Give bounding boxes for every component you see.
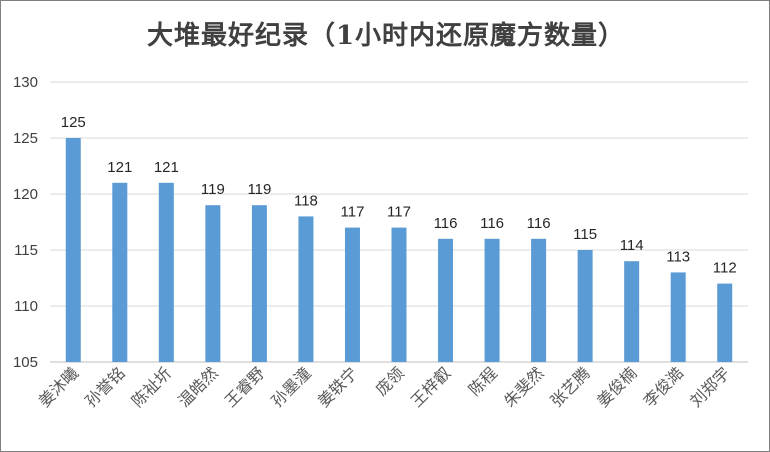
x-tick-label: 张艺腾 bbox=[547, 363, 594, 410]
bar bbox=[298, 216, 314, 362]
data-label: 116 bbox=[480, 215, 504, 232]
bar bbox=[438, 238, 454, 362]
bar bbox=[344, 227, 360, 362]
data-label: 125 bbox=[61, 114, 86, 131]
bar bbox=[112, 182, 128, 362]
x-tick-label: 庞领 bbox=[372, 363, 408, 399]
data-label: 117 bbox=[341, 204, 365, 221]
bar bbox=[531, 238, 547, 362]
data-label: 118 bbox=[294, 192, 318, 209]
data-label: 121 bbox=[107, 159, 132, 176]
x-tick-label: 朱斐然 bbox=[500, 363, 547, 410]
y-tick-label: 125 bbox=[13, 130, 38, 147]
bar bbox=[251, 205, 267, 362]
x-tick-label: 孙墨潼 bbox=[267, 363, 314, 410]
data-label: 116 bbox=[434, 215, 458, 232]
x-tick-label: 陈祉圻 bbox=[128, 363, 175, 410]
chart-title: 大堆最好纪录（1小时内还原魔方数量） bbox=[146, 21, 626, 51]
data-label: 119 bbox=[247, 181, 271, 198]
data-label: 121 bbox=[154, 159, 179, 176]
data-label: 114 bbox=[620, 237, 644, 254]
x-tick-label: 孙誉铭 bbox=[81, 363, 128, 410]
x-tick-label: 李俊澔 bbox=[640, 363, 687, 410]
bar bbox=[717, 283, 733, 362]
bar bbox=[65, 138, 81, 362]
y-tick-label: 105 bbox=[13, 354, 38, 371]
bar bbox=[624, 261, 640, 362]
data-label: 115 bbox=[573, 226, 597, 243]
data-labels: 125 121 121 119 119 118 117 117 116 116 116 115 114 1… bbox=[61, 114, 737, 277]
bar bbox=[577, 250, 593, 362]
x-tick-label: 温皓然 bbox=[174, 363, 221, 410]
x-tick-label: 陈程 bbox=[465, 363, 501, 399]
y-axis-ticks: 105 110 115 120 125 130 bbox=[13, 74, 38, 371]
data-label: 119 bbox=[201, 181, 225, 198]
data-label: 113 bbox=[666, 248, 690, 265]
y-tick-label: 120 bbox=[13, 186, 38, 203]
x-tick-label: 王睿野 bbox=[221, 363, 268, 410]
data-label: 112 bbox=[713, 260, 737, 277]
y-tick-label: 115 bbox=[14, 242, 38, 259]
x-tick-label: 刘郑宇 bbox=[686, 363, 733, 410]
data-label: 117 bbox=[387, 204, 411, 221]
x-tick-label: 姜轶宁 bbox=[314, 363, 361, 410]
x-tick-label: 姜沐曦 bbox=[35, 363, 82, 410]
y-tick-label: 110 bbox=[14, 298, 38, 315]
bar bbox=[670, 272, 686, 362]
bars bbox=[65, 138, 733, 362]
x-axis-labels: 姜沐曦 孙誉铭 陈祉圻 温皓然 王睿野 孙墨潼 姜轶宁 庞领 王梓叡 陈程 朱斐然 张艺腾 姜俊楠 李俊澔… bbox=[35, 363, 734, 410]
bar bbox=[205, 205, 221, 362]
data-label: 116 bbox=[527, 215, 551, 232]
x-tick-label: 姜俊楠 bbox=[593, 363, 640, 410]
bar bbox=[391, 227, 407, 362]
y-tick-label: 130 bbox=[13, 74, 38, 91]
bar bbox=[484, 238, 500, 362]
x-tick-label: 王梓叡 bbox=[407, 363, 454, 410]
bar bbox=[158, 182, 174, 362]
